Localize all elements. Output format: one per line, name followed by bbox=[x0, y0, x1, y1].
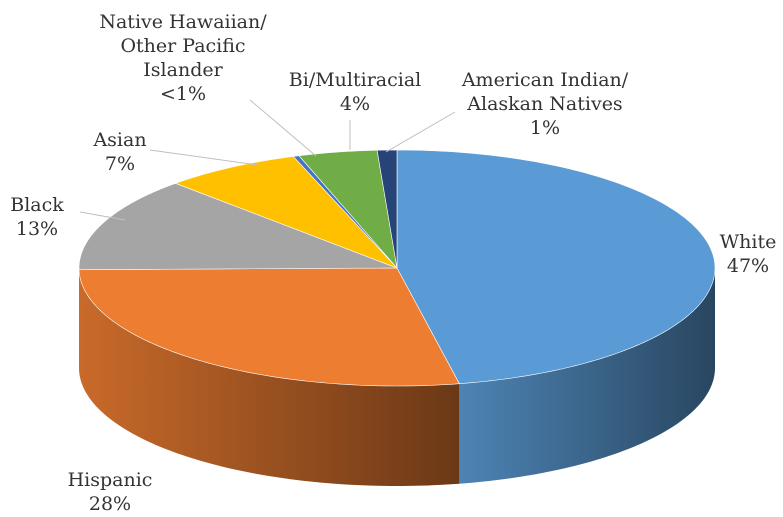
data-label: Asian 7% bbox=[93, 128, 146, 176]
slice bbox=[298, 149, 398, 269]
value-label: 28% bbox=[88, 493, 132, 515]
leader-line bbox=[79, 211, 126, 221]
slice-side bbox=[459, 268, 715, 484]
slice-top bbox=[396, 149, 716, 385]
slice bbox=[78, 183, 398, 370]
category-label: Hispanic bbox=[67, 469, 153, 491]
value-label: 47% bbox=[726, 255, 770, 277]
slice bbox=[376, 149, 398, 269]
slice-top bbox=[376, 149, 398, 269]
leader-line bbox=[249, 99, 317, 157]
category-label: Native Hawaiian/ Other Pacific Islander bbox=[99, 11, 267, 81]
leader-line bbox=[149, 149, 259, 166]
value-label: 1% bbox=[529, 117, 561, 139]
category-label: Bi/Multiracial bbox=[288, 69, 422, 91]
slice bbox=[78, 267, 460, 486]
value-label: <1% bbox=[159, 83, 207, 105]
value-label: 4% bbox=[339, 93, 371, 115]
category-label: American Indian/ Alaskan Natives bbox=[461, 69, 629, 115]
slice bbox=[174, 156, 398, 269]
value-label: 13% bbox=[15, 218, 59, 240]
slice-side bbox=[79, 269, 460, 486]
slice-top bbox=[78, 183, 398, 270]
slice-top bbox=[78, 267, 460, 387]
data-label: White 47% bbox=[720, 230, 777, 278]
slice-top bbox=[298, 149, 398, 269]
category-label: Asian bbox=[93, 129, 147, 151]
category-label: White bbox=[719, 231, 777, 253]
data-label: Hispanic 28% bbox=[68, 468, 153, 516]
data-label: American Indian/ Alaskan Natives 1% bbox=[462, 68, 628, 140]
category-label: Black bbox=[10, 194, 64, 216]
data-label: Bi/Multiracial 4% bbox=[289, 68, 421, 116]
slice-top bbox=[174, 156, 398, 269]
data-label: Black 13% bbox=[10, 193, 64, 241]
value-label: 7% bbox=[104, 153, 136, 175]
data-label: Native Hawaiian/ Other Pacific Islander <… bbox=[99, 10, 266, 106]
slice bbox=[396, 149, 716, 484]
leader-line bbox=[385, 111, 456, 153]
